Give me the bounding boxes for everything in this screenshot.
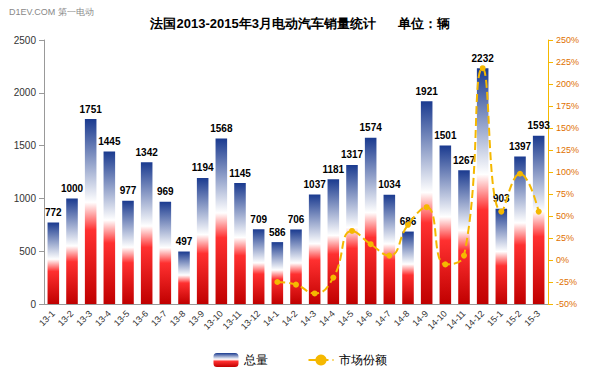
svg-text:总量: 总量: [243, 353, 268, 367]
svg-text:1000: 1000: [61, 183, 84, 194]
svg-text:14-8: 14-8: [392, 308, 412, 328]
svg-text:497: 497: [176, 236, 193, 247]
svg-text:0: 0: [30, 299, 36, 310]
svg-text:14-5: 14-5: [336, 308, 356, 328]
svg-text:14-4: 14-4: [317, 308, 337, 328]
svg-text:250%: 250%: [556, 35, 579, 45]
svg-text:1397: 1397: [509, 141, 532, 152]
svg-text:1445: 1445: [98, 136, 121, 147]
svg-text:13-2: 13-2: [56, 308, 76, 328]
svg-text:225%: 225%: [556, 57, 579, 67]
svg-text:13-3: 13-3: [74, 308, 94, 328]
svg-text:200%: 200%: [556, 79, 579, 89]
svg-text:-50%: -50%: [556, 299, 577, 309]
svg-text:13-12: 13-12: [239, 308, 262, 331]
svg-text:15-2: 15-2: [504, 308, 524, 328]
svg-text:1317: 1317: [341, 149, 364, 160]
svg-text:100%: 100%: [556, 167, 579, 177]
svg-text:14-10: 14-10: [426, 308, 449, 331]
svg-text:14-12: 14-12: [463, 308, 486, 331]
svg-text:75%: 75%: [556, 189, 574, 199]
svg-text:586: 586: [269, 227, 286, 238]
svg-text:969: 969: [157, 186, 174, 197]
svg-text:2500: 2500: [14, 35, 37, 46]
svg-text:50%: 50%: [556, 211, 574, 221]
svg-text:2000: 2000: [14, 87, 37, 98]
svg-text:14-9: 14-9: [410, 308, 431, 329]
svg-text:686: 686: [399, 216, 417, 228]
svg-text:-25%: -25%: [556, 277, 577, 287]
svg-text:125%: 125%: [556, 145, 579, 155]
svg-text:903: 903: [493, 193, 510, 205]
svg-text:13-1: 13-1: [37, 308, 57, 328]
svg-text:1574: 1574: [360, 122, 383, 133]
svg-text:13-9: 13-9: [186, 308, 207, 329]
svg-text:13-6: 13-6: [130, 308, 150, 328]
svg-text:1593: 1593: [528, 120, 551, 131]
svg-text:1000: 1000: [14, 193, 37, 204]
svg-text:2232: 2232: [472, 53, 495, 64]
svg-text:1037: 1037: [304, 179, 327, 190]
svg-text:15-1: 15-1: [485, 308, 505, 328]
svg-text:25%: 25%: [556, 233, 574, 243]
svg-text:1342: 1342: [136, 147, 159, 158]
svg-text:150%: 150%: [556, 123, 579, 133]
svg-text:13-10: 13-10: [202, 308, 225, 331]
svg-text:1751: 1751: [80, 104, 103, 115]
svg-text:1500: 1500: [14, 140, 37, 151]
svg-text:1194: 1194: [192, 162, 214, 173]
svg-text:14-1: 14-1: [261, 308, 281, 328]
svg-text:1921: 1921: [416, 86, 439, 97]
svg-text:709: 709: [250, 214, 267, 225]
svg-text:13-7: 13-7: [149, 308, 169, 328]
svg-text:1034: 1034: [378, 179, 401, 190]
svg-text:706: 706: [288, 214, 305, 225]
svg-text:14-6: 14-6: [354, 308, 374, 328]
svg-text:0%: 0%: [556, 255, 569, 265]
svg-text:D1EV.COM 第一电动: D1EV.COM 第一电动: [9, 7, 94, 17]
svg-text:500: 500: [19, 246, 36, 257]
svg-text:市场份额: 市场份额: [339, 353, 387, 367]
svg-text:14-11: 14-11: [445, 308, 468, 331]
svg-text:772: 772: [45, 207, 62, 218]
svg-text:13-4: 13-4: [93, 308, 113, 328]
svg-text:14-3: 14-3: [298, 308, 318, 328]
svg-text:1181: 1181: [322, 164, 344, 175]
svg-text:15-3: 15-3: [522, 308, 542, 328]
svg-text:1267: 1267: [453, 155, 476, 166]
svg-text:13-5: 13-5: [112, 308, 132, 328]
svg-text:1145: 1145: [229, 168, 251, 179]
svg-text:1568: 1568: [210, 123, 233, 134]
svg-text:13-11: 13-11: [221, 308, 244, 331]
svg-text:14-7: 14-7: [373, 308, 393, 328]
svg-text:法国2013-2015年3月电动汽车销量统计 单位: 法国2013-2015年3月电动汽车销量统计 单位：辆: [149, 16, 449, 31]
svg-text:1501: 1501: [434, 130, 457, 141]
svg-text:175%: 175%: [556, 101, 579, 111]
svg-text:977: 977: [120, 185, 137, 196]
svg-text:13-8: 13-8: [168, 308, 188, 328]
svg-text:14-2: 14-2: [280, 308, 300, 328]
